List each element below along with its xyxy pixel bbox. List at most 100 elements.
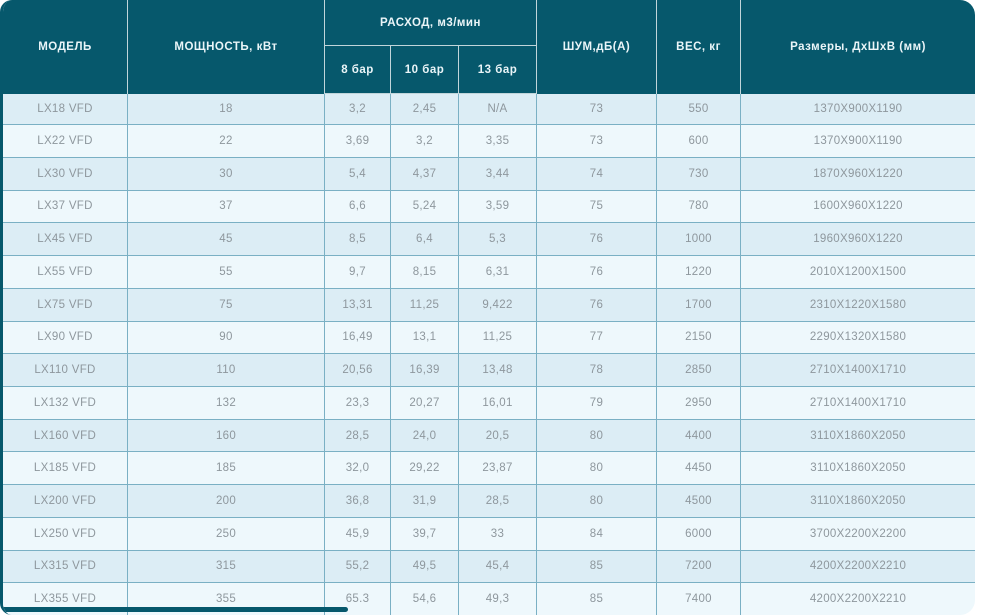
cell-weight-kg: 1000 (656, 222, 740, 256)
cell-model: LX55 VFD (3, 255, 127, 288)
cell-weight-kg: 1220 (656, 255, 740, 288)
cell-dimensions-mm: 3110X1860X2050 (740, 418, 975, 452)
cell-flow-13bar: 45,4 (458, 549, 536, 583)
cell-flow-10bar: 6,4 (390, 222, 458, 256)
cell-flow-10bar: 8,15 (390, 255, 458, 288)
cell-power-kw: 250 (127, 516, 324, 550)
cell-model: LX110 VFD (3, 353, 127, 386)
cell-weight-kg: 780 (656, 189, 740, 223)
cell-flow-8bar: 9,7 (324, 255, 390, 288)
cell-model: LX18 VFD (37, 103, 93, 116)
cell-power-kw: 200 (127, 484, 324, 517)
table-row: LX55 VFD 55 9,7 8,15 6,31 76 1220 2010X1200X150… (3, 255, 975, 288)
cell-flow-13bar: 23,87 (458, 451, 536, 485)
cell-noise-db: 78 (536, 353, 656, 386)
cell-flow-13bar: 3,44 (458, 156, 536, 190)
cell-weight-kg: 4400 (656, 418, 740, 452)
cell-flow-13bar: 3,35 (458, 124, 536, 157)
cell-dimensions-mm: 4200X2200X2210 (740, 582, 975, 615)
table-row: LX18 VFD 18 3,2 2,45 N/A 73 550 1370X900X1190 (3, 94, 975, 125)
cell-model: LX315 VFD (3, 549, 127, 583)
cell-power-kw: 37 (127, 189, 324, 223)
table-row: LX45 VFD 45 8,5 6,4 5,3 76 1000 1960X960X1220 (3, 222, 975, 256)
column-header-power: МОЩНОСТЬ, кВт (127, 0, 324, 94)
cell-flow-10bar: 29,22 (390, 451, 458, 485)
cell-flow-10bar: 11,25 (390, 287, 458, 321)
cell-flow-8bar: 32,0 (324, 451, 390, 485)
table-row: LX315 VFD 315 55,2 49,5 45,4 85 7200 4200X2200X… (3, 549, 975, 583)
table-row: LX200 VFD 200 36,8 31,9 28,5 80 4500 3110X1860X… (3, 484, 975, 517)
cell-model: LX250 VFD (3, 516, 127, 550)
cell-noise-db: 85 (536, 549, 656, 583)
horizontal-scrollbar-thumb[interactable] (3, 607, 348, 612)
cell-flow-10bar: 24,0 (390, 418, 458, 452)
cell-flow-8bar: 28,5 (324, 418, 390, 452)
cell-noise-db: 79 (536, 385, 656, 419)
cell-flow-13bar: 13,48 (458, 353, 536, 386)
cell-noise-db: 75 (536, 189, 656, 223)
cell-flow-13bar: 11,25 (458, 320, 536, 354)
cell-flow-13bar: 49,3 (458, 582, 536, 615)
cell-dimensions-mm: 2710X1400X1710 (740, 385, 975, 419)
cell-flow-8bar: 20,56 (324, 353, 390, 386)
table-row: LX90 VFD 90 16,49 13,1 11,25 77 2150 2290X1320X… (3, 320, 975, 354)
cell-power-kw: 45 (127, 222, 324, 256)
cell-dimensions-mm: 2290X1320X1580 (740, 320, 975, 354)
cell-dimensions-mm: 1600X960X1220 (740, 189, 975, 223)
cell-weight-kg: 4450 (656, 451, 740, 485)
cell-power-kw: 90 (127, 320, 324, 354)
cell-noise-db: 80 (536, 418, 656, 452)
cell-flow-10bar: 4,37 (390, 156, 458, 190)
compressor-spec-table: МОДЕЛЬ МОЩНОСТЬ, кВт РАСХОД, м3/мин ШУМ,… (3, 0, 975, 615)
cell-power-kw: 185 (127, 451, 324, 485)
cell-flow-10bar: 31,9 (390, 484, 458, 517)
cell-model: LX37 VFD (3, 189, 127, 223)
cell-flow-8bar: 23,3 (324, 385, 390, 419)
cell-dimensions-mm: 2010X1200X1500 (740, 255, 975, 288)
cell-power-kw: 55 (127, 255, 324, 288)
cell-flow-8bar: 65.3 (324, 582, 390, 615)
column-header-weight: ВЕС, кг (656, 0, 740, 94)
cell-dimensions-mm: 4200X2200X2210 (740, 549, 975, 583)
cell-dimensions-mm: 3700X2200X2200 (740, 516, 975, 550)
cell-flow-13bar: 9,422 (458, 287, 536, 321)
cell-power-kw: 160 (127, 418, 324, 452)
cell-noise-db: 73 (536, 94, 656, 125)
cell-flow-13bar: N/A (458, 94, 536, 125)
table-row: LX75 VFD 75 13,31 11,25 9,422 76 1700 2310X1220… (3, 287, 975, 321)
column-header-flow-13bar: 13 бар (458, 46, 536, 94)
cell-dimensions-mm: 1960X960X1220 (740, 222, 975, 256)
cell-flow-10bar: 3,2 (390, 124, 458, 157)
cell-noise-db: 76 (536, 255, 656, 288)
cell-flow-10bar: 16,39 (390, 353, 458, 386)
cell-flow-10bar: 49,5 (390, 549, 458, 583)
cell-model: LX30 VFD (3, 156, 127, 190)
table-row: LX22 VFD 22 3,69 3,2 3,35 73 600 1370X900X1190 (3, 124, 975, 157)
cell-dimensions-mm: 3110X1860X2050 (740, 484, 975, 517)
cell-model: LX355 VFD (3, 582, 127, 615)
column-header-dimensions: Размеры, ДхШхВ (мм) (740, 0, 975, 94)
cell-flow-10bar: 54,6 (390, 582, 458, 615)
cell-weight-kg: 2950 (656, 385, 740, 419)
cell-weight-kg: 550 (656, 94, 740, 125)
cell-model: LX160 VFD (3, 418, 127, 452)
cell-power-kw: 30 (127, 156, 324, 190)
cell-flow-10bar: 20,27 (390, 385, 458, 419)
cell-dimensions-mm: 1370X900X1190 (740, 124, 975, 157)
column-header-flow-8bar: 8 бар (324, 46, 390, 94)
table-row: LX250 VFD 250 45,9 39,7 33 84 6000 3700X2200X22… (3, 516, 975, 550)
cell-noise-db: 74 (536, 156, 656, 190)
cell-flow-8bar: 5,4 (324, 156, 390, 190)
cell-power-kw: 110 (127, 353, 324, 386)
cell-flow-13bar: 20,5 (458, 418, 536, 452)
cell-power-kw: 355 (127, 582, 324, 615)
cell-weight-kg: 7200 (656, 549, 740, 583)
cell-flow-8bar: 45,9 (324, 516, 390, 550)
cell-dimensions-mm: 2310X1220X1580 (740, 287, 975, 321)
cell-power-kw: 18 (127, 94, 324, 125)
cell-flow-13bar: 5,3 (458, 222, 536, 256)
cell-noise-db: 76 (536, 287, 656, 321)
table-row: LX185 VFD 185 32,0 29,22 23,87 80 4450 3110X186… (3, 451, 975, 485)
cell-dimensions-mm: 2710X1400X1710 (740, 353, 975, 386)
